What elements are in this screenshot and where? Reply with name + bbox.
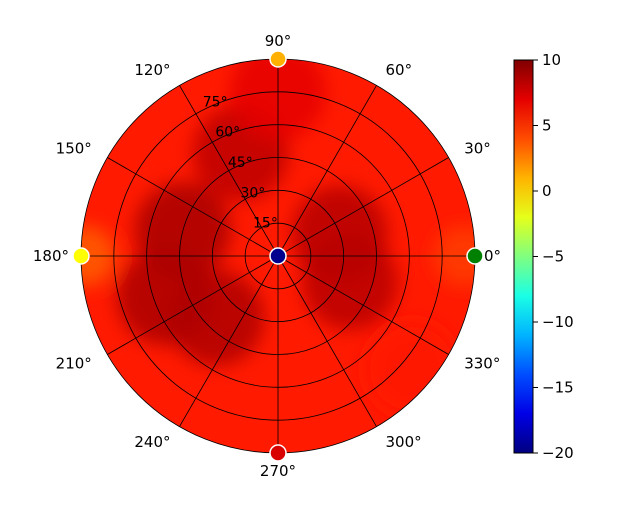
angular-tick-label-9: 270°: [260, 462, 296, 480]
colorbar-tick-label-2: 0: [542, 182, 552, 200]
heatmap-cell-9: [364, 320, 461, 417]
heatmap-cell-4: [301, 234, 398, 331]
colorbar-ticks: 10 5 0 −5 −10 −15 −20: [533, 51, 574, 462]
colorbar-tick-label-4: −10: [542, 313, 574, 331]
angular-grid-line-5: [107, 157, 279, 257]
angular-tick-label-4: 120°: [134, 61, 170, 79]
colorbar-tick-label-5: −15: [542, 379, 574, 397]
angular-tick-label-0: 0°: [484, 247, 501, 265]
radial-tick-label-0: 15°: [253, 216, 278, 232]
angular-tick-label-10: 300°: [386, 433, 422, 451]
angular-tick-label-7: 210°: [56, 355, 92, 373]
radial-tick-label-4: 75°: [203, 94, 228, 110]
angular-tick-label-6: 180°: [33, 247, 69, 265]
angular-grid-line-8: [179, 255, 279, 427]
angular-tick-label-3: 90°: [265, 32, 292, 50]
radial-tick-label-3: 60°: [215, 125, 240, 141]
data-marker-2: [269, 50, 287, 68]
data-marker-0: [269, 247, 287, 265]
angular-grid-line-11: [277, 255, 449, 355]
radial-tick-label-2: 45°: [228, 155, 253, 171]
angular-grid-line-10: [277, 255, 377, 427]
colorbar-tick-label-3: −5: [542, 248, 564, 266]
colorbar-tick-label-6: −20: [542, 444, 574, 462]
angular-tick-label-5: 150°: [56, 140, 92, 158]
data-marker-1: [466, 247, 484, 265]
heatmap-cell-2: [168, 269, 265, 366]
colorbar: 10 5 0 −5 −10 −15 −20: [513, 51, 574, 462]
angular-tick-label-2: 60°: [386, 61, 413, 79]
radial-tick-labels: 15° 30° 45° 60° 75°: [203, 94, 278, 231]
angular-grid-line-4: [179, 85, 279, 257]
angular-tick-label-11: 330°: [464, 355, 500, 373]
angular-tick-label-1: 30°: [464, 140, 491, 158]
radial-tick-label-1: 30°: [240, 185, 265, 201]
data-marker-4: [269, 444, 287, 462]
data-markers: [72, 50, 484, 462]
polar-plot-area: 15° 30° 45° 60° 75°: [72, 50, 484, 462]
colorbar-tick-label-0: 10: [542, 51, 561, 69]
angular-grid-line-7: [107, 255, 279, 355]
angular-tick-labels: 0° 30° 60° 90° 120° 150° 180° 210° 240° 270° 300° 3…: [33, 32, 501, 480]
angular-grid-line-2: [277, 85, 377, 257]
colorbar-gradient: [513, 59, 534, 454]
colorbar-tick-label-1: 5: [542, 117, 552, 135]
angular-tick-label-8: 240°: [134, 433, 170, 451]
data-marker-3: [72, 247, 90, 265]
angular-grid-line-1: [277, 157, 449, 257]
